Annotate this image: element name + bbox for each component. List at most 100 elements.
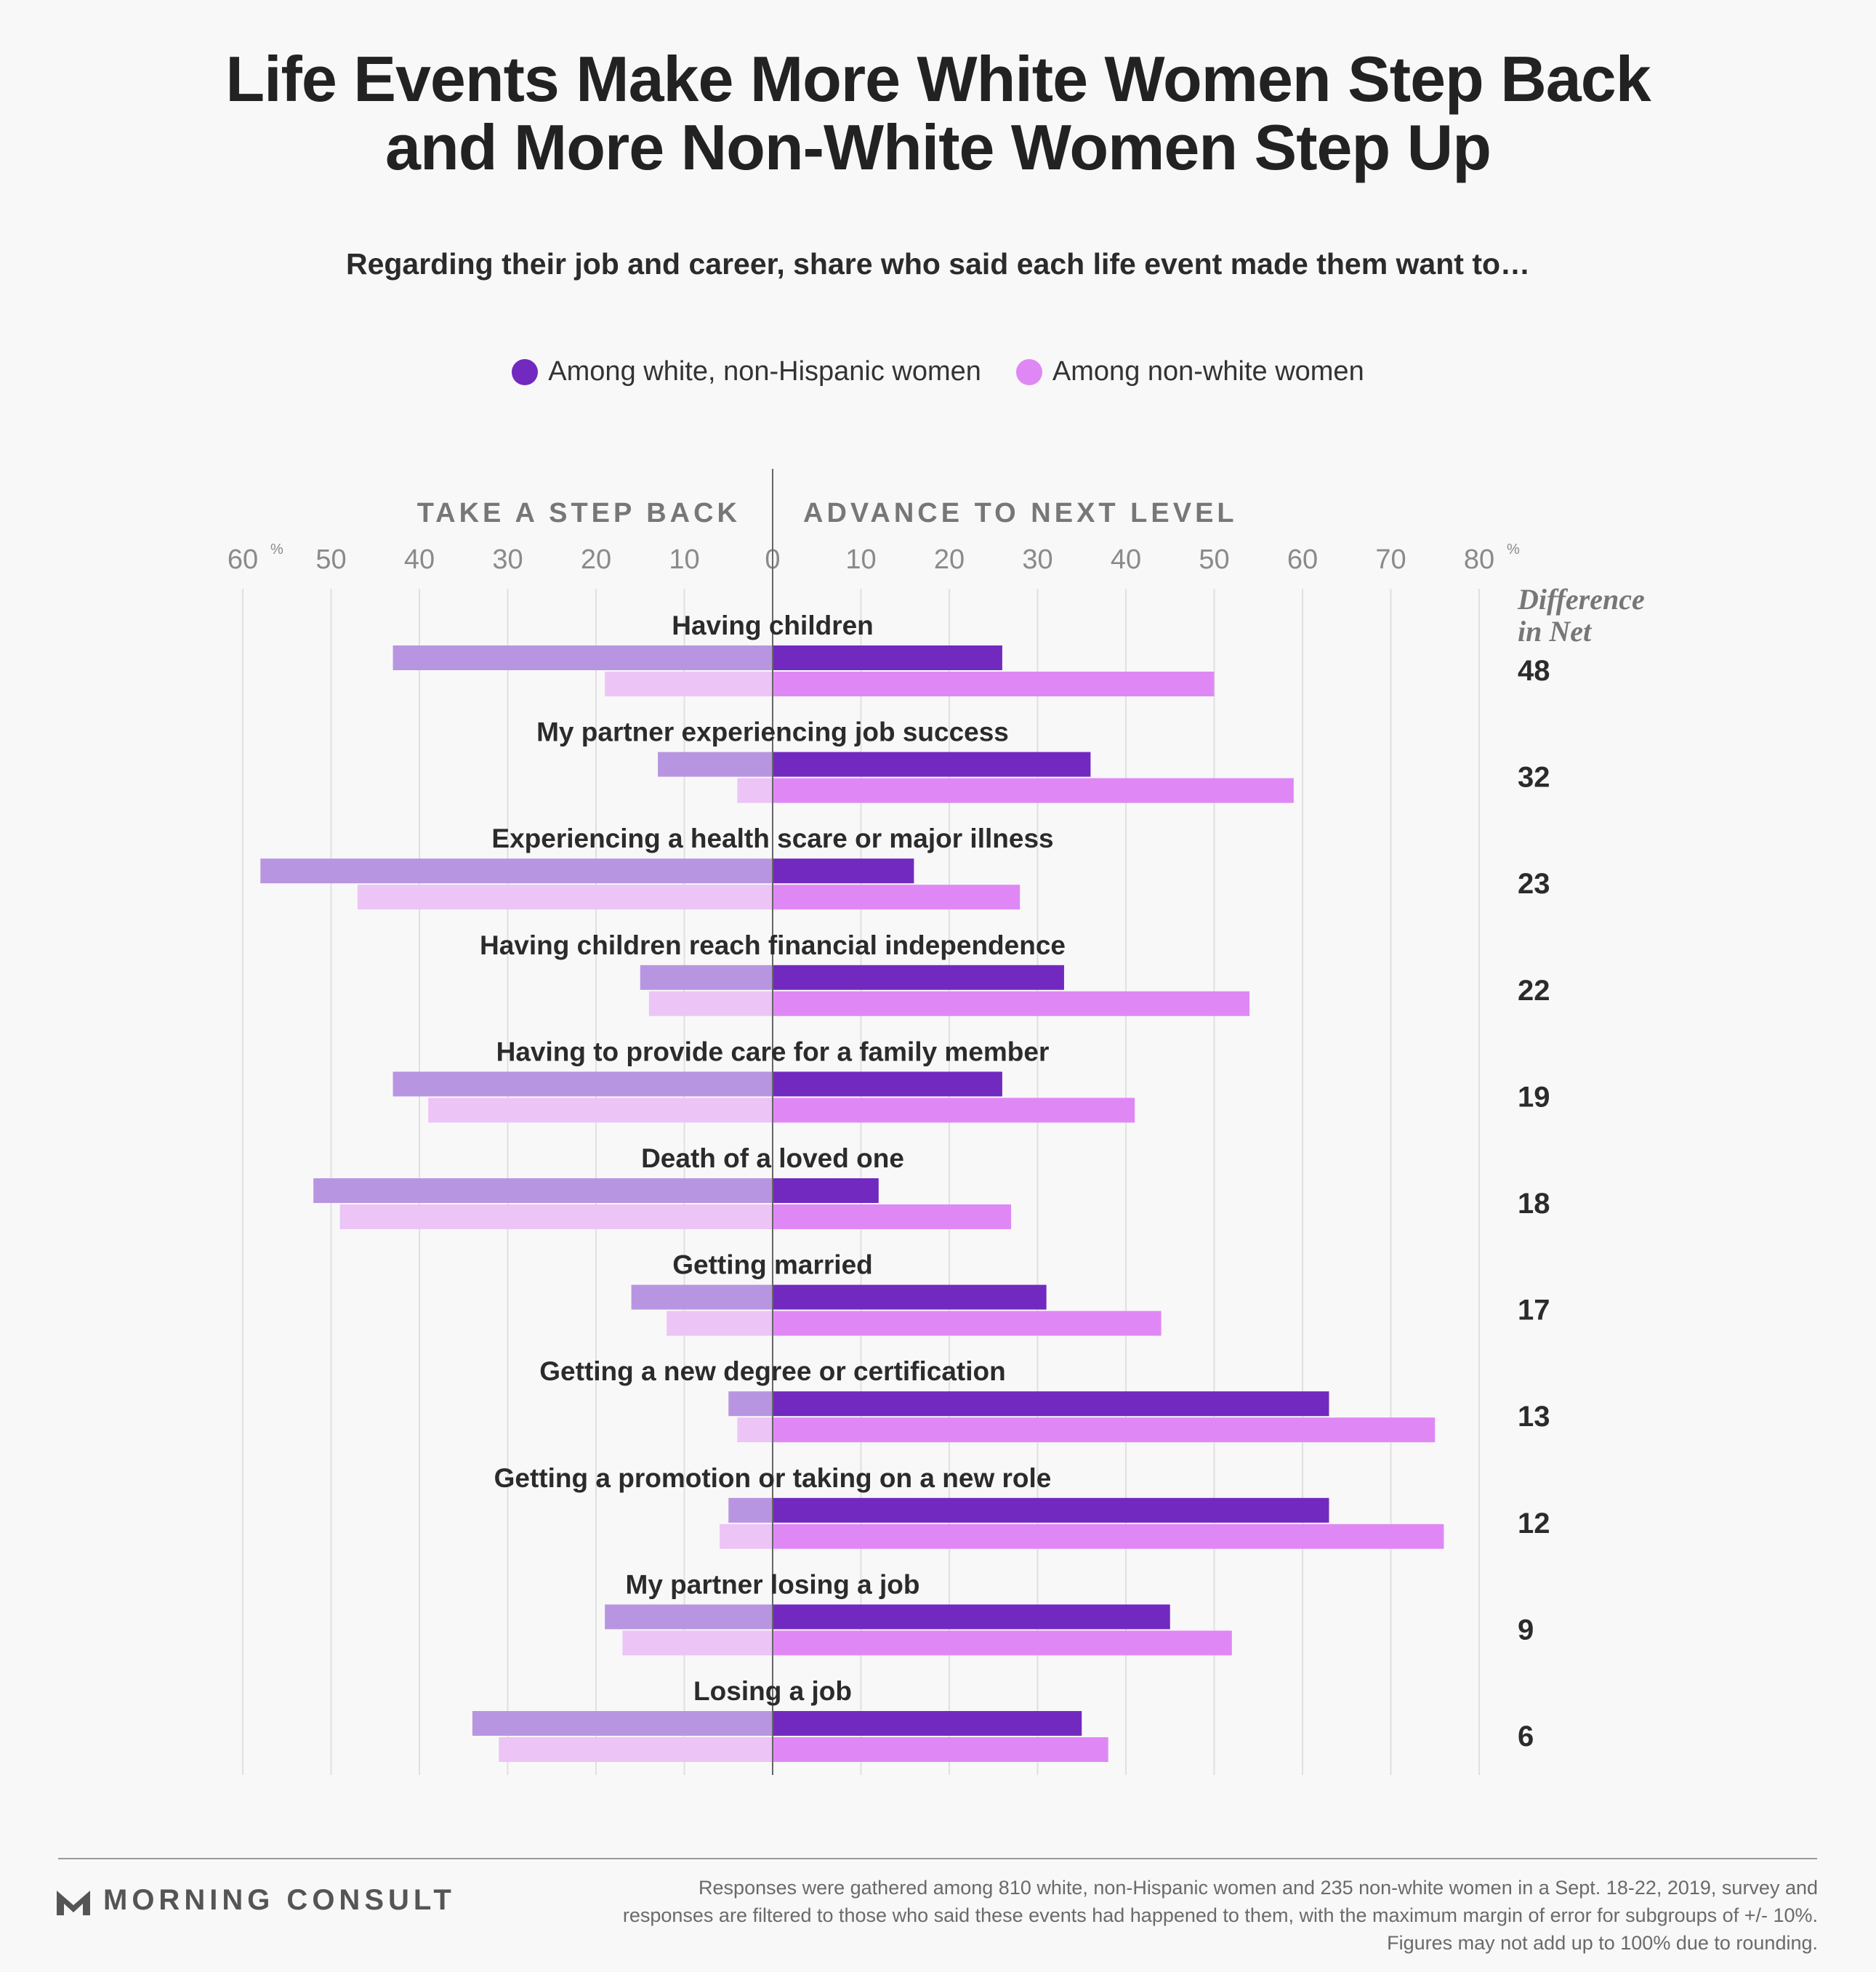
bar-nonwhite-advance-1	[773, 778, 1294, 803]
bar-nonwhite-advance-3	[773, 991, 1250, 1016]
net-value-5: 18	[1518, 1188, 1550, 1220]
bar-nonwhite-advance-8	[773, 1524, 1444, 1549]
legend-item-nonwhite: Among non-white women	[1015, 356, 1364, 387]
bar-white-step-back-2	[260, 858, 773, 884]
bar-white-advance-9	[773, 1604, 1170, 1630]
legend-label-nonwhite: Among non-white women	[1052, 356, 1364, 387]
bar-white-step-back-1	[658, 752, 773, 777]
bar-white-advance-7	[773, 1391, 1329, 1417]
tick-right-50: 50	[1199, 544, 1229, 575]
tick-unit-left: %	[270, 542, 283, 558]
bar-nonwhite-step-back-3	[648, 991, 773, 1016]
bar-white-step-back-9	[605, 1604, 773, 1630]
net-value-7: 13	[1518, 1401, 1550, 1433]
net-header-line-2: in Net	[1518, 615, 1593, 648]
footnote-line-1: Responses were gathered among 810 white,…	[699, 1877, 1818, 1899]
bar-white-advance-3	[773, 965, 1064, 990]
tick-right-60: 60	[1287, 544, 1318, 575]
tick-left-40: 40	[404, 544, 435, 575]
bar-white-advance-2	[773, 858, 914, 884]
category-label-8: Getting a promotion or taking on a new r…	[494, 1463, 1052, 1493]
net-header-line-1: Difference	[1517, 583, 1645, 616]
bar-nonwhite-step-back-0	[605, 672, 773, 696]
bar-nonwhite-step-back-10	[499, 1737, 773, 1762]
category-label-0: Having children	[672, 611, 874, 640]
net-value-9: 9	[1518, 1614, 1534, 1646]
bar-nonwhite-step-back-7	[737, 1417, 773, 1443]
footnote-line-2: responses are filtered to those who said…	[622, 1904, 1818, 1926]
bar-nonwhite-advance-6	[773, 1311, 1162, 1336]
bar-nonwhite-advance-5	[773, 1204, 1012, 1229]
bar-nonwhite-advance-9	[773, 1630, 1232, 1656]
diverging-bar-chart: TAKE A STEP BACK ADVANCE TO NEXT LEVEL 60 5…	[228, 469, 1645, 1775]
bar-nonwhite-step-back-6	[667, 1311, 773, 1336]
category-label-10: Losing a job	[693, 1676, 852, 1706]
net-value-3: 22	[1518, 975, 1550, 1007]
category-label-9: My partner losing a job	[626, 1569, 920, 1599]
net-value-4: 19	[1518, 1081, 1550, 1113]
legend-swatch-white	[512, 358, 539, 385]
tick-right-20: 20	[934, 544, 965, 575]
bar-white-step-back-0	[392, 645, 773, 670]
category-label-1: My partner experiencing job success	[536, 717, 1009, 747]
net-value-1: 32	[1518, 762, 1550, 794]
bar-white-step-back-4	[392, 1071, 773, 1097]
category-label-4: Having to provide care for a family memb…	[496, 1037, 1050, 1066]
legend-label-white: Among white, non-Hispanic women	[548, 356, 981, 387]
net-value-10: 6	[1518, 1721, 1534, 1752]
bar-white-advance-6	[773, 1284, 1047, 1310]
bar-white-step-back-10	[472, 1711, 773, 1736]
bar-white-advance-0	[773, 645, 1002, 670]
bar-white-advance-4	[773, 1071, 1002, 1097]
legend: Among white, non-Hispanic women Among no…	[0, 356, 1876, 387]
bar-white-advance-5	[773, 1178, 879, 1203]
net-value-2: 23	[1518, 868, 1550, 900]
tick-right-70: 70	[1375, 544, 1406, 575]
bar-nonwhite-step-back-4	[428, 1098, 773, 1123]
bar-white-step-back-6	[631, 1284, 773, 1310]
bar-nonwhite-advance-7	[773, 1417, 1436, 1443]
bar-white-step-back-7	[728, 1391, 773, 1417]
tick-right-10: 10	[845, 544, 876, 575]
header-step-back: TAKE A STEP BACK	[417, 498, 741, 528]
bar-nonwhite-step-back-2	[357, 885, 773, 910]
title-line-1: Life Events Make More White Women Step B…	[225, 43, 1651, 115]
brand-logo: MORNING CONSULT	[57, 1884, 456, 1917]
tick-left-60: 60	[228, 544, 258, 575]
bar-nonwhite-step-back-5	[339, 1204, 773, 1229]
net-value-8: 12	[1518, 1508, 1550, 1540]
morning-consult-logo-icon	[57, 1890, 90, 1915]
category-label-3: Having children reach financial independ…	[480, 930, 1066, 960]
bar-nonwhite-step-back-1	[737, 778, 773, 803]
bar-nonwhite-step-back-8	[720, 1524, 773, 1549]
category-label-2: Experiencing a health scare or major ill…	[491, 824, 1053, 853]
bar-white-advance-10	[773, 1711, 1082, 1736]
bar-nonwhite-advance-4	[773, 1098, 1135, 1123]
tick-left-20: 20	[581, 544, 611, 575]
tick-left-50: 50	[315, 544, 346, 575]
tick-right-30: 30	[1022, 544, 1052, 575]
tick-left-30: 30	[492, 544, 523, 575]
chart-subtitle: Regarding their job and career, share wh…	[345, 247, 1531, 281]
category-label-5: Death of a loved one	[641, 1143, 904, 1173]
tick-left-10: 10	[669, 544, 699, 575]
bar-white-step-back-5	[313, 1178, 773, 1203]
chart-title: Life Events Make More White Women Step B…	[0, 45, 1876, 182]
footnote-line-3: Figures may not add up to 100% due to ro…	[1387, 1932, 1818, 1954]
tick-right-40: 40	[1111, 544, 1141, 575]
bar-nonwhite-advance-2	[773, 885, 1020, 910]
bar-nonwhite-advance-0	[773, 672, 1215, 696]
net-value-0: 48	[1518, 655, 1550, 687]
title-line-2: and More Non-White Women Step Up	[385, 111, 1491, 183]
legend-swatch-nonwhite	[1015, 358, 1042, 385]
tick-unit-right: %	[1507, 542, 1520, 558]
header-advance: ADVANCE TO NEXT LEVEL	[803, 498, 1238, 528]
bar-white-advance-8	[773, 1497, 1329, 1523]
footnote: Responses were gathered among 810 white,…	[510, 1874, 1818, 1957]
bar-nonwhite-advance-10	[773, 1737, 1108, 1762]
bar-nonwhite-step-back-9	[622, 1630, 773, 1656]
bar-white-step-back-8	[728, 1497, 773, 1523]
net-value-6: 17	[1518, 1295, 1550, 1327]
category-label-6: Getting married	[672, 1250, 873, 1280]
bar-white-step-back-3	[640, 965, 773, 990]
